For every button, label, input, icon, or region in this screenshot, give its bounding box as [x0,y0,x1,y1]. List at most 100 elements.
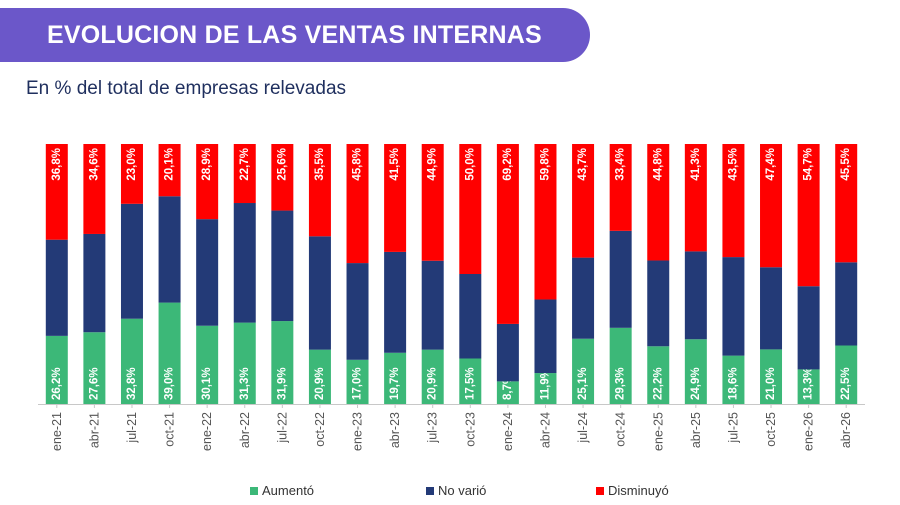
bar-disminuyo-0 [45,144,68,240]
data-label-aumento-10: 20,9% [427,367,439,400]
bar-aumento-15 [609,327,632,404]
data-label-disminuyo-12: 69,2% [502,148,514,181]
legend-label-aumento: Aumentó [262,483,315,498]
bar-no-vario-4 [196,219,219,326]
data-label-disminuyo-21: 45,5% [840,148,852,181]
chart-subtitle: En % del total de empresas relevadas [26,78,347,99]
bar-no-vario-6 [271,210,294,322]
bar-disminuyo-1 [83,144,106,234]
data-label-aumento-14: 25,1% [577,367,589,400]
bar-disminuyo-6 [271,144,294,211]
data-label-disminuyo-18: 43,5% [727,148,739,181]
x-tick-label-18: jul-25 [726,412,740,444]
data-label-disminuyo-20: 54,7% [803,148,815,181]
bar-aumento-5 [233,322,256,404]
legend-item-aumento: Aumentó [250,483,314,501]
bar-aumento-11 [459,358,482,404]
bar-aumento-6 [271,321,294,404]
bar-no-vario-8 [346,263,369,360]
bar-disminuyo-18 [722,144,745,258]
data-label-disminuyo-19: 47,4% [765,148,777,181]
legend-label-disminuyo: Disminuyó [608,483,669,498]
bar-aumento-8 [346,359,369,404]
bar-aumento-10 [421,349,444,404]
bar-aumento-20 [797,369,820,404]
data-label-disminuyo-9: 41,5% [389,148,401,181]
bar-disminuyo-8 [346,144,369,264]
data-label-disminuyo-3: 20,1% [164,148,176,181]
data-label-disminuyo-16: 44,8% [652,148,664,181]
data-label-aumento-7: 20,9% [314,367,326,400]
bar-disminuyo-2 [120,144,143,204]
bar-disminuyo-15 [609,144,632,231]
bar-aumento-21 [835,345,858,404]
data-label-aumento-21: 22,5% [840,367,852,400]
bar-disminuyo-5 [233,144,256,204]
data-label-disminuyo-6: 25,6% [276,148,288,181]
bar-disminuyo-3 [158,144,181,197]
x-tick-label-3: oct-21 [163,412,177,447]
data-label-disminuyo-7: 35,5% [314,148,326,181]
bar-no-vario-17 [684,251,707,340]
bar-disminuyo-13 [534,144,557,300]
bar-no-vario-2 [120,203,143,319]
data-label-aumento-1: 27,6% [88,367,100,400]
x-tick-label-8: ene-23 [351,412,365,451]
data-label-disminuyo-10: 44,9% [427,148,439,181]
bar-disminuyo-7 [308,144,331,237]
legend-swatch-no-vario [426,486,434,495]
x-tick-label-7: oct-22 [313,412,327,447]
data-label-aumento-20: 13,3% [803,367,815,400]
data-label-aumento-8: 17,0% [352,367,364,400]
data-label-aumento-0: 26,2% [51,367,63,400]
bar-disminuyo-10 [421,144,444,261]
x-tick-label-11: oct-23 [463,412,477,447]
data-label-aumento-16: 22,2% [652,367,664,400]
data-label-disminuyo-4: 28,9% [201,148,213,181]
x-tick-label-19: oct-25 [764,412,778,447]
bar-aumento-4 [196,325,219,404]
x-tick-label-0: ene-21 [50,412,64,451]
x-tick-label-20: ene-26 [802,412,816,451]
bar-aumento-13 [534,373,557,404]
legend-item-disminuyo: Disminuyó [596,483,669,501]
bar-disminuyo-21 [835,144,858,263]
data-label-disminuyo-1: 34,6% [88,148,100,181]
title-banner: EVOLUCION DE LAS VENTAS INTERNAS [0,8,590,62]
data-label-aumento-18: 18,6% [727,367,739,400]
bar-disminuyo-17 [684,144,707,252]
bar-no-vario-15 [609,230,632,328]
data-label-disminuyo-8: 45,8% [352,148,364,181]
data-label-aumento-4: 30,1% [201,367,213,400]
bar-no-vario-3 [158,196,181,303]
x-tick-label-13: abr-24 [538,412,552,448]
legend-item-no-vario: No varió [426,483,486,501]
legend-label-no-vario: No varió [438,483,487,498]
stacked-bar-chart: 26,2% 36,8% ene-21 27,6% 34,6% abr-21 32,8% 23,… [38,144,865,451]
data-label-disminuyo-17: 41,3% [690,148,702,181]
bar-aumento-1 [83,332,106,404]
data-label-aumento-3: 39,0% [164,367,176,400]
data-label-disminuyo-15: 33,4% [615,148,627,181]
x-tick-label-4: ene-22 [200,412,214,451]
data-label-disminuyo-13: 59,8% [539,148,551,181]
data-label-aumento-5: 31,3% [239,367,251,400]
bar-aumento-9 [384,352,407,404]
bar-disminuyo-9 [384,144,407,252]
bar-no-vario-20 [797,286,820,370]
data-label-disminuyo-2: 23,0% [126,148,138,181]
bar-disminuyo-19 [760,144,783,268]
data-label-disminuyo-14: 43,7% [577,148,589,181]
data-label-disminuyo-5: 22,7% [239,148,251,181]
x-tick-label-10: jul-23 [426,412,440,444]
data-label-aumento-2: 32,8% [126,367,138,400]
bar-disminuyo-12 [496,144,519,324]
x-tick-label-15: oct-24 [614,412,628,447]
bar-aumento-17 [684,339,707,404]
bar-no-vario-7 [308,236,331,350]
data-label-aumento-17: 24,9% [690,367,702,400]
bar-disminuyo-20 [797,144,820,287]
bar-disminuyo-16 [647,144,670,261]
bar-no-vario-18 [722,257,745,356]
bar-aumento-2 [120,318,143,404]
